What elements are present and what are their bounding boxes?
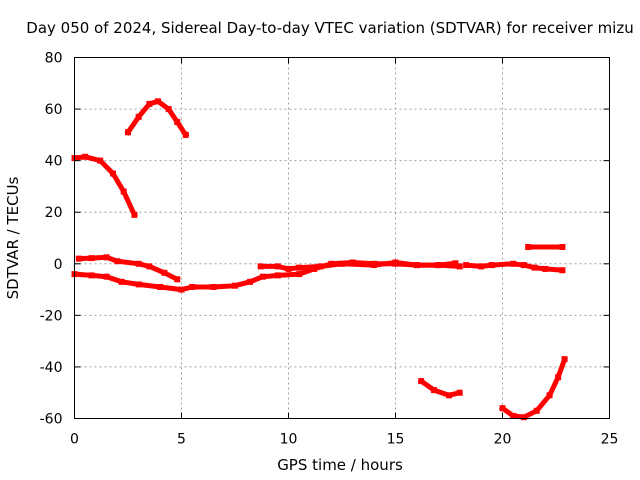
x-tick-label: 5	[177, 432, 186, 448]
data-point	[174, 276, 181, 283]
data-point	[103, 254, 110, 261]
data-point	[542, 265, 549, 272]
axis-ticks: 0 5 10 15 20 25 -60 -40 -20 0 20 40 60 80	[40, 51, 619, 448]
data-point	[125, 129, 131, 136]
data-point	[110, 170, 117, 177]
data-point	[146, 100, 153, 107]
data-point	[103, 273, 110, 280]
data-point	[446, 392, 452, 399]
data-point	[317, 263, 324, 270]
data-point	[296, 264, 303, 271]
data-point	[561, 356, 568, 363]
data-point	[178, 286, 185, 293]
grid	[74, 57, 610, 419]
x-axis-label: GPS time / hours	[277, 456, 403, 474]
data-point	[232, 282, 238, 289]
data-point	[97, 157, 104, 164]
data-point	[182, 131, 189, 138]
data-point	[431, 387, 438, 394]
data-point	[246, 278, 253, 285]
data-point	[157, 283, 164, 290]
x-tick-label: 10	[280, 432, 298, 448]
data-point	[456, 263, 463, 270]
y-tick-label: 40	[45, 154, 63, 170]
data-point	[118, 278, 125, 285]
plot-frame	[74, 57, 610, 419]
data-point	[392, 259, 399, 266]
data-point	[463, 262, 470, 269]
y-tick-label: -60	[40, 412, 63, 428]
y-tick-label: 60	[45, 102, 63, 118]
data-point	[478, 263, 485, 270]
data-point	[510, 412, 517, 419]
data-point	[456, 389, 463, 396]
data-point	[274, 263, 281, 270]
data-point	[135, 113, 142, 120]
y-tick-label: 20	[45, 205, 63, 221]
data-point	[413, 262, 420, 269]
data-point	[120, 188, 127, 195]
data-point	[418, 378, 425, 385]
y-tick-label: 80	[45, 51, 63, 67]
data-point	[146, 263, 153, 270]
y-axis-label: SDTVAR / TECUs	[4, 176, 22, 299]
data-point	[88, 255, 95, 262]
data-point	[154, 98, 161, 105]
data-point	[339, 260, 345, 267]
y-tick-label: -20	[40, 308, 63, 324]
data-point	[488, 262, 495, 269]
data-point	[510, 260, 517, 267]
data-point	[189, 283, 196, 290]
y-tick-label: 0	[54, 257, 63, 273]
data-point	[555, 374, 562, 381]
data-point	[533, 407, 540, 414]
data-point	[525, 244, 532, 251]
data-point	[499, 405, 506, 412]
x-tick-label: 25	[601, 432, 619, 448]
data-point	[285, 265, 292, 272]
data-point	[259, 273, 266, 280]
x-tick-label: 15	[387, 432, 405, 448]
data-point	[114, 258, 121, 265]
data-point	[174, 118, 181, 125]
data-point	[520, 262, 527, 269]
data-point	[452, 260, 459, 267]
data-point	[559, 244, 566, 251]
data-point	[131, 211, 138, 218]
data-point	[435, 262, 442, 269]
data-point	[135, 260, 142, 267]
series-arc-a	[71, 154, 138, 219]
series-arc-h	[417, 377, 463, 398]
data-point	[75, 255, 82, 262]
x-tick-label: 0	[70, 432, 79, 448]
series-arc-i	[499, 355, 568, 420]
data-point	[82, 153, 89, 160]
data-point	[135, 281, 142, 288]
x-tick-label: 20	[494, 432, 512, 448]
data-point	[520, 414, 527, 421]
data-point	[546, 392, 553, 399]
data-point	[274, 272, 281, 279]
data-point	[296, 271, 303, 278]
data-point	[88, 272, 95, 279]
y-tick-label: -40	[40, 360, 63, 376]
data-point	[165, 106, 172, 113]
data-point	[531, 264, 538, 271]
chart-title: Day 050 of 2024, Sidereal Day-to-day VTE…	[26, 19, 633, 37]
data-point	[371, 262, 378, 269]
data-point	[161, 269, 168, 276]
data-point	[210, 283, 217, 290]
data-point	[257, 263, 264, 270]
data-series	[71, 98, 568, 421]
data-point	[559, 267, 566, 274]
